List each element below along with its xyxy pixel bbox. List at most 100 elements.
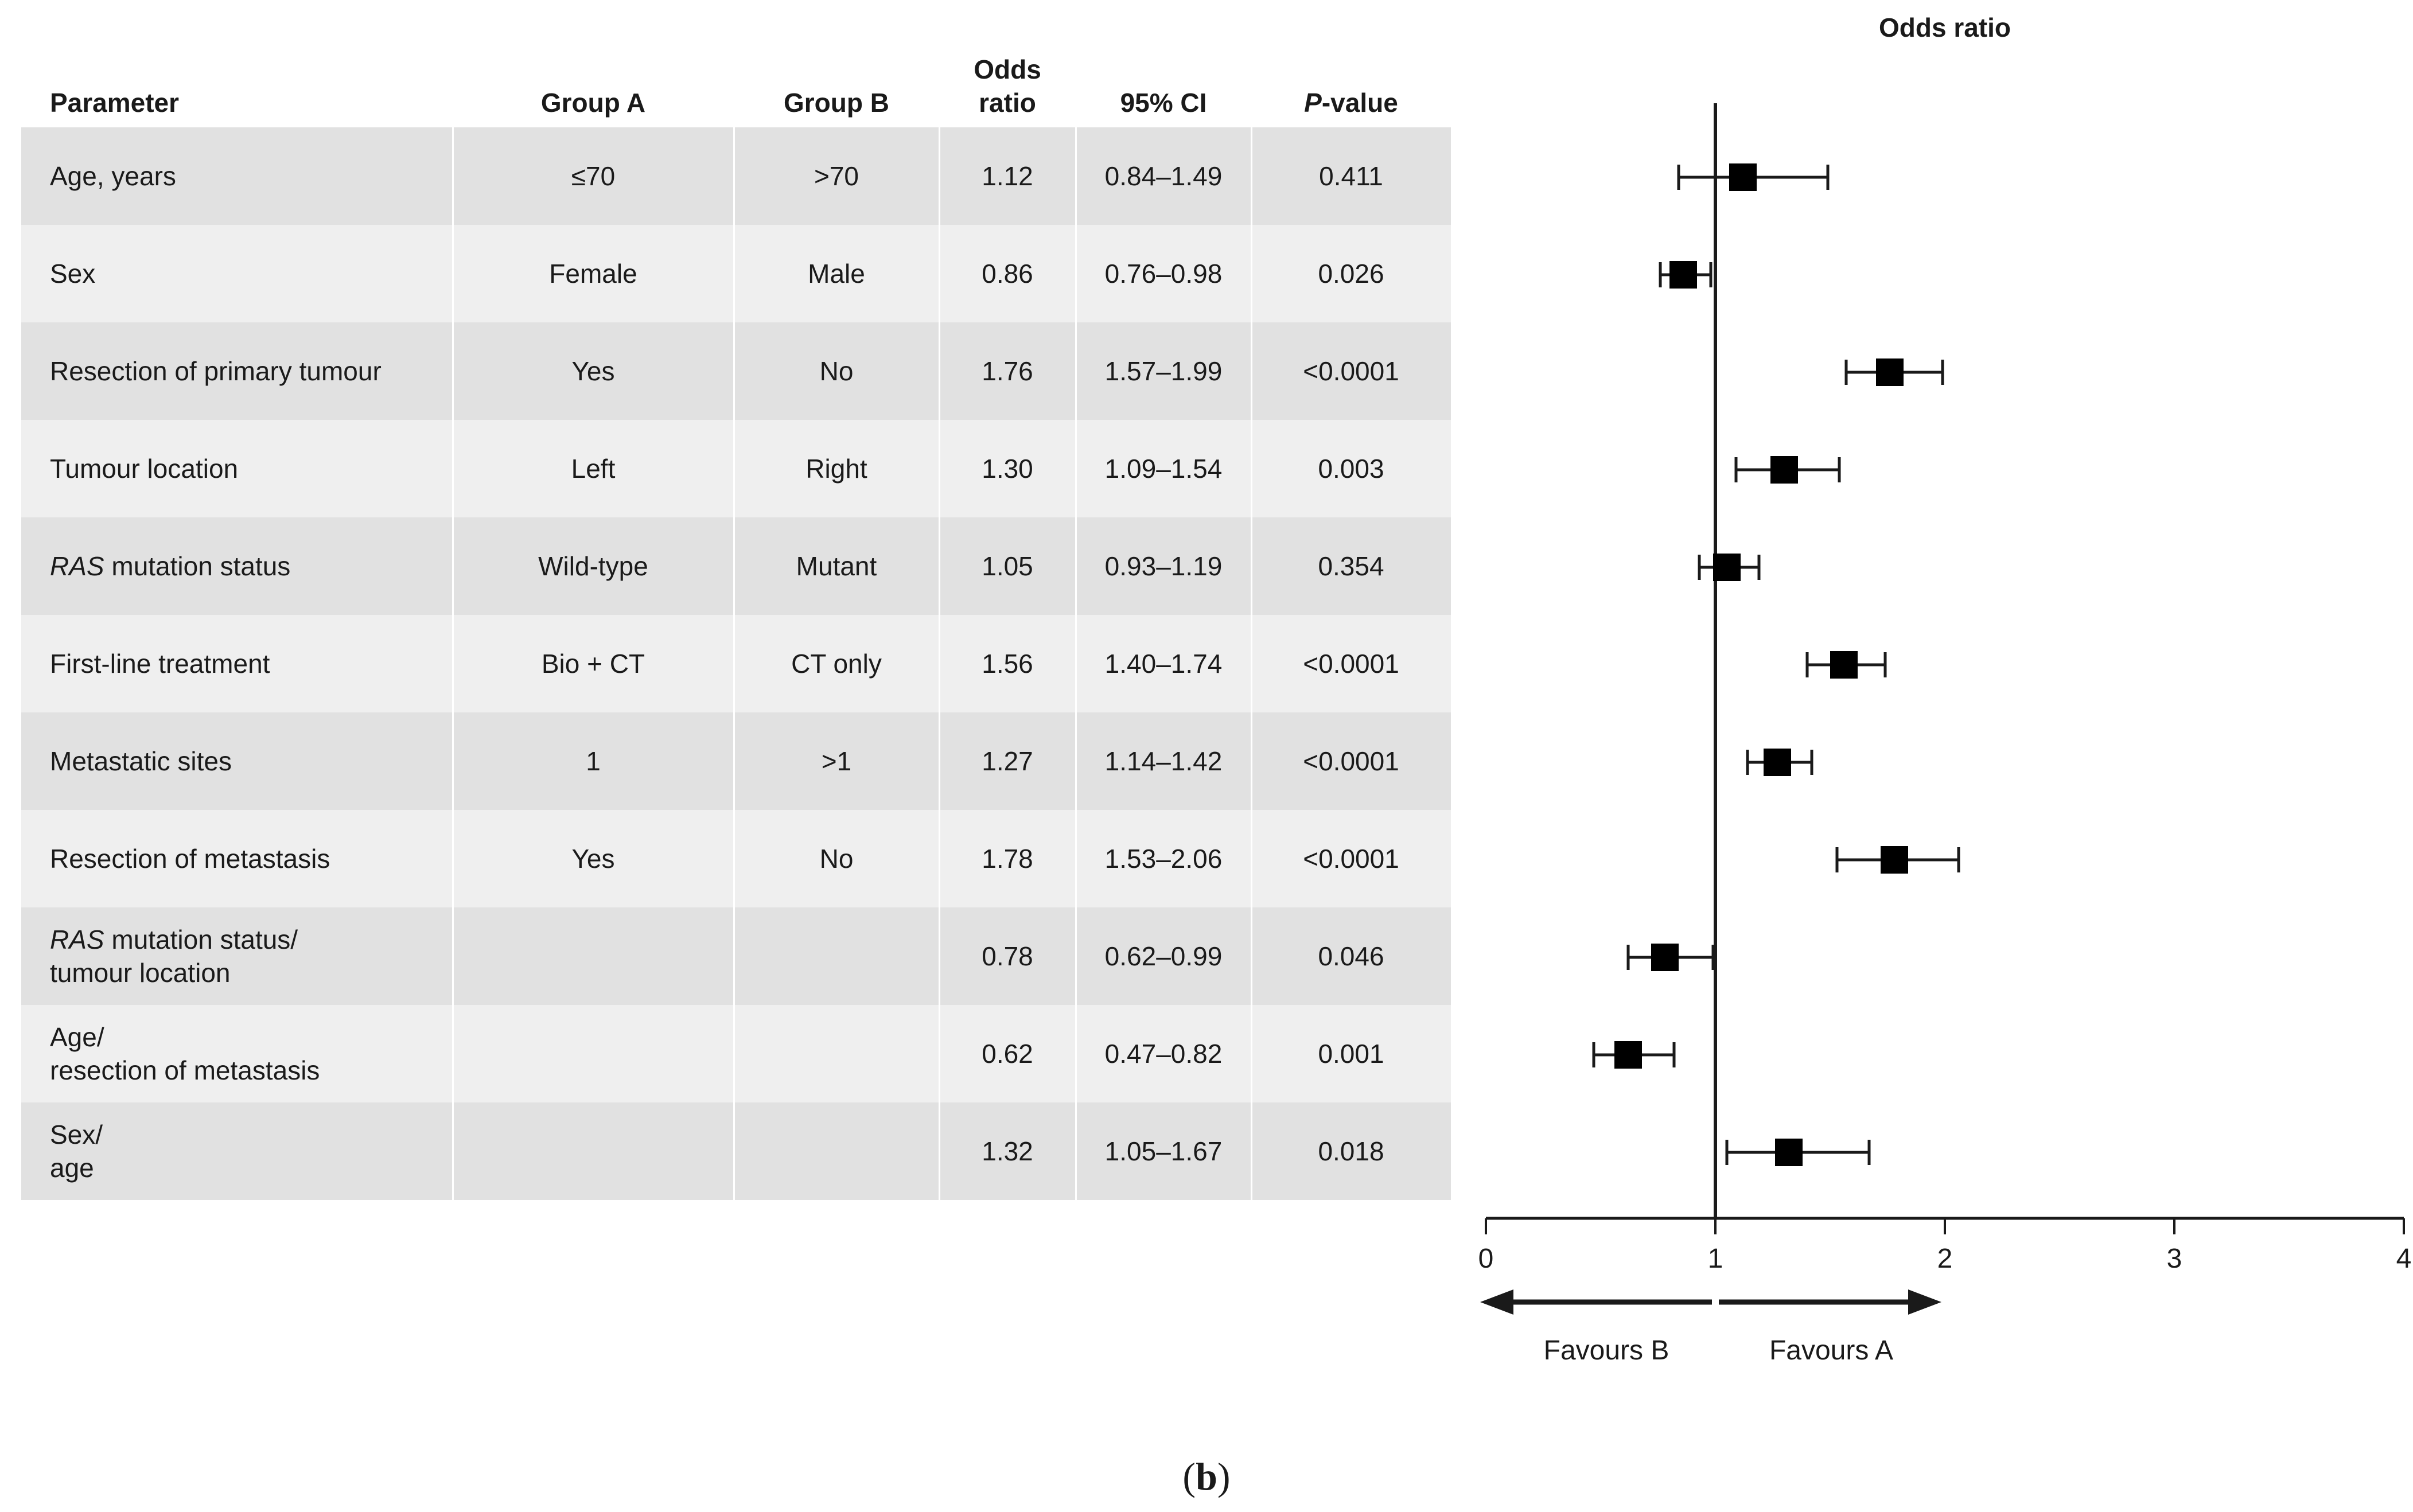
column-separator [1075, 1005, 1077, 1102]
parameter-line1: Sex/ [50, 1118, 103, 1151]
parameter-label: mutation status/ [104, 925, 298, 954]
table-row: Age, years ≤70 >70 1.12 0.84–1.49 0.411 [21, 127, 1451, 225]
column-separator [1251, 322, 1252, 420]
cell-p: 0.354 [1318, 551, 1384, 581]
column-separator [733, 615, 735, 712]
cell-group-a: Yes [571, 844, 615, 874]
parameter-text: Age, years [50, 159, 176, 193]
column-separator [939, 127, 940, 225]
column-separator [733, 517, 735, 615]
parameter-line1: Metastatic sites [50, 745, 232, 778]
column-separator [939, 420, 940, 517]
parameter-label: Age/ [50, 1022, 104, 1052]
header-odds-ratio: Odds ratio [939, 53, 1076, 119]
column-separator [452, 322, 454, 420]
parameter-text: Sex/age [50, 1118, 103, 1184]
cell-or: 1.27 [982, 746, 1033, 776]
parameter-label: Sex/ [50, 1120, 103, 1149]
parameter-text: Resection of metastasis [50, 842, 330, 875]
table-row: Resection of metastasis Yes No 1.78 1.53–2.0… [21, 810, 1451, 907]
odds-ratio-point [1770, 456, 1798, 484]
column-separator [733, 712, 735, 810]
odds-ratio-point [1651, 944, 1679, 971]
favours-a-arrow-head [1908, 1289, 1941, 1315]
odds-ratio-point [1764, 749, 1791, 776]
header-p-italic: P [1304, 88, 1322, 118]
parameter-label: First-line treatment [50, 649, 270, 679]
column-separator [1075, 810, 1077, 907]
column-separator [939, 615, 940, 712]
column-separator [1075, 517, 1077, 615]
column-separator [733, 907, 735, 1005]
parameter-line2: tumour location [50, 958, 231, 988]
parameter-text: Sex [50, 257, 95, 290]
odds-ratio-point [1775, 1139, 1803, 1166]
cell-parameter: Sex/age [21, 1102, 453, 1200]
cell-group-b: Mutant [796, 551, 877, 581]
cell-ci: 0.84–1.49 [1104, 161, 1223, 191]
parameter-line1: Resection of metastasis [50, 842, 330, 875]
cell-p: 0.003 [1318, 454, 1384, 484]
caption-open: ( [1182, 1455, 1196, 1498]
parameter-label: Resection of metastasis [50, 844, 330, 874]
parameter-text: RAS mutation status [50, 550, 290, 583]
column-separator [1251, 712, 1252, 810]
cell-group-b: >1 [821, 746, 852, 776]
parameter-text: Resection of primary tumour [50, 354, 382, 388]
cell-ci: 0.62–0.99 [1104, 941, 1223, 971]
parameter-text: Age/resection of metastasis [50, 1020, 320, 1087]
table-row: RAS mutation status Wild-type Mutant 1.05 0.… [21, 517, 1451, 615]
column-separator [733, 225, 735, 322]
column-separator [1075, 322, 1077, 420]
column-separator [1075, 127, 1077, 225]
column-separator [939, 712, 940, 810]
column-separator [1251, 127, 1252, 225]
table-row: First-line treatment Bio + CT CT only 1.56 1… [21, 615, 1451, 712]
parameter-text: Tumour location [50, 452, 238, 485]
cell-ci: 0.93–1.19 [1104, 551, 1223, 581]
caption-close: ) [1217, 1455, 1231, 1498]
table-row: Tumour location Left Right 1.30 1.09–1.54 0.0… [21, 420, 1451, 517]
favours-a-label: Favours A [1769, 1335, 1893, 1366]
parameter-text: First-line treatment [50, 647, 270, 680]
parameter-text: RAS mutation status/tumour location [50, 923, 298, 989]
cell-or: 1.05 [982, 551, 1033, 581]
cell-group-b: CT only [791, 649, 882, 679]
parameter-label: Sex [50, 259, 96, 289]
x-tick-label: 1 [1708, 1244, 1723, 1274]
cell-ci: 1.53–2.06 [1104, 844, 1223, 874]
column-separator [452, 420, 454, 517]
odds-ratio-point [1713, 554, 1741, 581]
table-row: Sex/age 1.32 1.05–1.67 0.018 [21, 1102, 1451, 1200]
cell-group-a: Yes [571, 356, 615, 386]
column-separator [733, 810, 735, 907]
table-row: Sex Female Male 0.86 0.76–0.98 0.026 [21, 225, 1451, 322]
cell-p: 0.411 [1319, 161, 1383, 191]
parameter-label: Resection of primary tumour [50, 356, 382, 386]
column-separator [939, 810, 940, 907]
favours-b-arrow-head [1480, 1289, 1513, 1315]
column-separator [939, 225, 940, 322]
x-tick-label: 2 [1937, 1244, 1953, 1274]
cell-group-b: >70 [814, 161, 859, 191]
cell-p: 0.046 [1318, 941, 1384, 971]
cell-parameter: First-line treatment [21, 615, 453, 712]
cell-group-b: No [819, 844, 854, 874]
caption-letter: b [1196, 1455, 1217, 1498]
column-separator [1251, 1005, 1252, 1102]
cell-or: 0.86 [982, 259, 1033, 289]
column-separator [1251, 810, 1252, 907]
cell-parameter: Resection of primary tumour [21, 322, 453, 420]
column-separator [452, 225, 454, 322]
table-row: Age/resection of metastasis 0.62 0.47–0.82… [21, 1005, 1451, 1102]
column-separator [939, 907, 940, 1005]
cell-parameter: Age/resection of metastasis [21, 1005, 453, 1102]
cell-ci: 1.09–1.54 [1104, 454, 1223, 484]
column-separator [452, 810, 454, 907]
cell-or: 1.32 [982, 1136, 1033, 1166]
column-separator [1075, 615, 1077, 712]
figure-caption: (b) [0, 1454, 2413, 1499]
parameter-line1: Tumour location [50, 452, 238, 485]
column-separator [1075, 907, 1077, 1005]
odds-ratio-point [1669, 261, 1697, 289]
